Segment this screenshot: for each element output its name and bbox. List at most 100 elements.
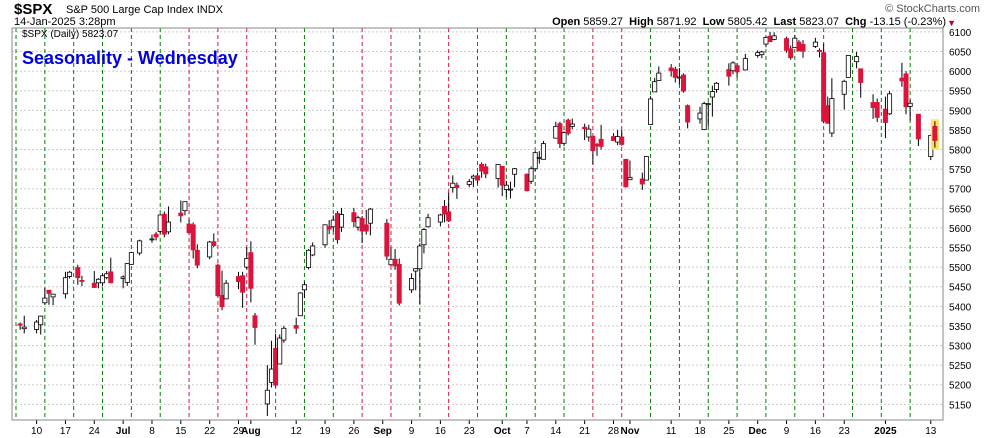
candle (553, 121, 559, 139)
candle (244, 247, 250, 270)
candle-body-up (34, 321, 40, 330)
candle-body-up (21, 326, 27, 330)
candle (528, 166, 534, 185)
candle-body-up (149, 238, 155, 241)
candle (384, 218, 390, 261)
candle (726, 63, 732, 86)
datetime-stamp: 14-Jan-2025 3:28pm (14, 16, 116, 28)
candle (79, 275, 85, 286)
candle (330, 215, 336, 232)
x-tick-label: 16 (435, 426, 447, 437)
candle (67, 271, 73, 279)
candle (248, 241, 254, 303)
candle-body-down (396, 263, 402, 304)
candle (882, 96, 888, 139)
candle (784, 36, 790, 53)
candle (619, 129, 625, 146)
candle (697, 106, 703, 124)
candle (825, 96, 831, 124)
candle-body-down (796, 41, 802, 52)
candle (598, 124, 604, 150)
candle-body-up (297, 292, 303, 317)
candle-body-up (697, 112, 703, 120)
candle-body-up (528, 168, 534, 182)
y-tick-label: 5150 (949, 400, 972, 411)
candle-body-up (656, 72, 662, 81)
candle-body-down (186, 223, 192, 234)
candle (495, 164, 501, 188)
candle-body-up (450, 182, 456, 188)
candle (499, 165, 505, 197)
candle-body-up (536, 156, 542, 159)
candle-body-down (524, 173, 530, 192)
candle-body-up (100, 275, 106, 284)
candle (652, 77, 658, 93)
candle-body-down (668, 67, 674, 72)
chg-label: Chg (845, 16, 867, 28)
candle-body-up (503, 184, 509, 190)
candle (421, 227, 427, 254)
candle (50, 293, 56, 306)
candles (17, 31, 939, 417)
x-tick-label: Aug (241, 426, 260, 437)
candle-body-down (788, 48, 794, 59)
candle-body-up (104, 273, 110, 279)
candle-body-down (446, 211, 452, 222)
candle-body-down (825, 105, 831, 124)
candle-body-down (565, 119, 571, 134)
candle (536, 151, 542, 164)
candle-body-down (499, 165, 505, 186)
candle-body-down (392, 258, 398, 267)
plot-frame (11, 27, 944, 421)
x-tick-label: 17 (60, 426, 72, 437)
candle-body-up (281, 327, 287, 341)
ohlc-readout: Open 5859.27 High 5871.92 Low 5805.42 La… (552, 16, 946, 28)
y-tick-label: 5550 (949, 244, 972, 255)
candle (483, 163, 489, 179)
candle (182, 201, 188, 216)
candle-body-up (643, 156, 649, 181)
last-label: Last (773, 16, 797, 28)
y-tick-label: 5850 (949, 126, 972, 137)
candle (153, 231, 159, 241)
candle (17, 322, 23, 330)
candle-body-down (75, 267, 81, 279)
candle-body-up (322, 224, 328, 246)
y-tick-label: 5900 (949, 106, 972, 117)
x-tick-label: 29 (233, 426, 245, 437)
candle-body-up (755, 52, 761, 56)
candle (681, 73, 687, 93)
x-tick-label: 13 (925, 426, 937, 437)
candle-body-down (903, 73, 909, 108)
axes: 5150 5200 5250 5300 5350 5400 5450 5500 5550 5600… (11, 27, 972, 437)
candle-body-down (870, 102, 876, 108)
candle-body-down (767, 35, 773, 43)
x-tick-label: 2025 (874, 426, 897, 437)
candle-body-down (363, 224, 369, 232)
y-tick-label: 5800 (949, 146, 972, 157)
candle (540, 140, 546, 160)
candle-body-down (639, 178, 645, 185)
candle (104, 271, 110, 280)
candle (190, 222, 196, 259)
candle (874, 98, 880, 123)
candle (705, 102, 711, 126)
candle (676, 67, 682, 85)
candle (157, 214, 163, 234)
candle (322, 224, 328, 248)
candle-body-up (182, 201, 188, 212)
x-tick-label: Nov (621, 426, 640, 437)
candle (899, 62, 905, 87)
candle (396, 258, 402, 306)
chart-legend: $SPX (Daily) 5823.07 (22, 29, 119, 40)
candle-body-up (62, 277, 68, 295)
candle (178, 200, 184, 223)
candle-body-down (932, 125, 938, 141)
candle (907, 99, 913, 121)
candle-body-down (359, 218, 365, 232)
candle-body-down (590, 135, 596, 152)
candle (474, 172, 480, 184)
y-tick-label: 5450 (949, 283, 972, 294)
candle-body-down (582, 126, 588, 130)
